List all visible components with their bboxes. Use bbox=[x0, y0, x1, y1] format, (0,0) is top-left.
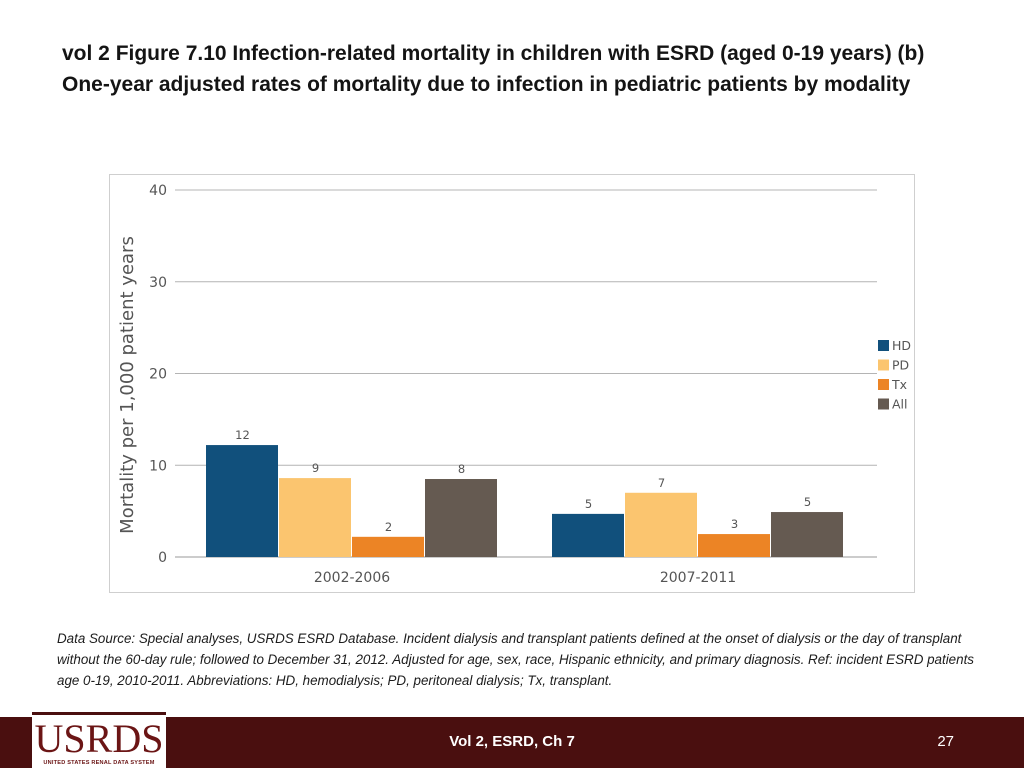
bar-hd-2007-2011 bbox=[552, 513, 624, 557]
x-category-label: 2007-2011 bbox=[660, 570, 736, 586]
bar-pd-2002-2006 bbox=[279, 478, 351, 557]
legend-label-hd: HD bbox=[892, 338, 911, 353]
data-label: 12 bbox=[235, 428, 250, 442]
legend-swatch-pd bbox=[878, 359, 889, 371]
data-label: 8 bbox=[458, 462, 465, 476]
legend-swatch-all bbox=[878, 398, 889, 410]
chart-frame: 12 9 2 8 5 7 3 5 0 10 20 30 40 2002-2006 2007-2011 HD… bbox=[109, 174, 915, 593]
y-tick-label: 0 bbox=[158, 550, 167, 566]
data-label: 5 bbox=[804, 495, 811, 509]
usrds-logo: USRDS UNITED STATES RENAL DATA SYSTEM bbox=[32, 712, 166, 768]
bar-hd-2002-2006 bbox=[206, 445, 278, 557]
legend-swatch-tx bbox=[878, 379, 889, 390]
footer-bar: Vol 2, ESRD, Ch 7 27 bbox=[0, 717, 1024, 768]
y-tick-label: 20 bbox=[149, 367, 167, 383]
bar-all-2002-2006 bbox=[425, 479, 497, 557]
x-category-label: 2002-2006 bbox=[314, 570, 390, 586]
data-label: 3 bbox=[731, 517, 738, 531]
logo-subtitle: UNITED STATES RENAL DATA SYSTEM bbox=[43, 760, 155, 766]
y-tick-label: 30 bbox=[149, 275, 167, 291]
bar-all-2007-2011 bbox=[771, 512, 843, 557]
data-label: 2 bbox=[385, 520, 392, 534]
legend-swatch-hd bbox=[878, 340, 889, 351]
bar-tx-2002-2006 bbox=[352, 536, 424, 557]
bar-pd-2007-2011 bbox=[625, 492, 697, 557]
bar-chart: 12 9 2 8 5 7 3 5 0 10 20 30 40 2002-2006 2007-2011 HD… bbox=[117, 183, 911, 586]
bar-tx-2007-2011 bbox=[698, 534, 770, 557]
data-label: 9 bbox=[312, 461, 319, 475]
footer-section-label: Vol 2, ESRD, Ch 7 bbox=[449, 733, 575, 750]
logo-wordmark: USRDS bbox=[34, 716, 164, 761]
slide-title: vol 2 Figure 7.10 Infection-related mort… bbox=[62, 42, 925, 96]
legend-label-tx: Tx bbox=[891, 377, 907, 392]
data-source-note: Data Source: Special analyses, USRDS ESR… bbox=[57, 631, 974, 688]
legend-label-all: All bbox=[892, 397, 908, 412]
y-tick-label: 40 bbox=[149, 183, 167, 199]
page-number: 27 bbox=[937, 733, 954, 750]
y-axis-label: Mortality per 1,000 patient years bbox=[117, 236, 138, 534]
legend-label-pd: PD bbox=[892, 358, 909, 373]
y-tick-label: 10 bbox=[149, 458, 167, 474]
data-label: 7 bbox=[658, 476, 665, 490]
data-label: 5 bbox=[585, 497, 592, 511]
